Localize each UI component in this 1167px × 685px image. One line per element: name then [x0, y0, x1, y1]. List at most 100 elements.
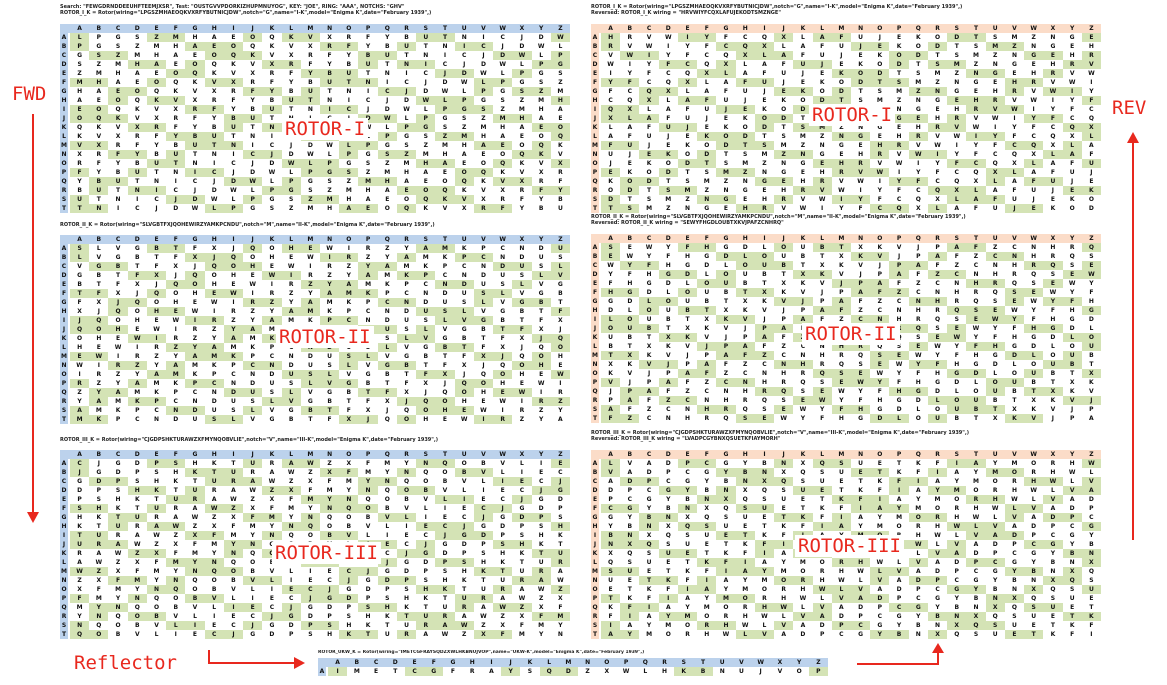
grid-cell: Q [204, 262, 224, 271]
grid-cell: A [812, 612, 832, 621]
grid-cell: K [915, 34, 921, 41]
grid-cell: A [735, 567, 755, 576]
grid-cell: N [204, 558, 224, 567]
grid-cell: R [889, 141, 909, 150]
grid-cell: P [146, 397, 167, 406]
grid-cell: M [300, 307, 320, 316]
grid-cell: P [916, 253, 921, 260]
grid-cell: K [646, 160, 652, 167]
grid-cell: J [155, 205, 158, 212]
grid-cell: L [735, 630, 755, 639]
grid-cell: I [878, 178, 881, 185]
grid-cell: O [134, 308, 140, 315]
grid-cell: E [442, 514, 448, 521]
grid-cell: E [858, 142, 863, 149]
grid-cell: M [288, 505, 295, 512]
grid-cell: H [761, 379, 767, 386]
grid-header-cell: U [719, 659, 725, 666]
grid-cell: P [916, 586, 921, 593]
grid-cell: Y [973, 469, 979, 476]
grid-cell: S [973, 43, 979, 50]
fwd-rotor-ii-header: ROTOR_II_K = Rotor(wiring="SLVGBTFXJQOHE… [60, 222, 435, 228]
grid-cell: B [146, 244, 167, 253]
grid-cell: W [934, 142, 941, 149]
grid-cell: L [1089, 325, 1094, 332]
grid-cell: X [1043, 576, 1063, 585]
grid-cell: C [243, 361, 263, 370]
grid-cell: V [774, 621, 794, 630]
grid-cell: S [793, 123, 813, 132]
grid-cell: L [800, 604, 805, 611]
grid-cell: W [287, 469, 295, 476]
grid-cell: J [851, 42, 871, 51]
grid-cell: L [519, 460, 524, 467]
grid-cell: J [647, 142, 651, 149]
grid-cell: P [620, 387, 640, 396]
grid-cell: L [423, 106, 428, 113]
grid-cell: W [876, 370, 884, 377]
grid-row-label: P [60, 594, 68, 603]
grid-cell: F [935, 169, 940, 176]
grid-cell: R [250, 79, 255, 86]
grid-cell: H [935, 523, 941, 530]
grid-cell: R [819, 568, 825, 575]
grid-cell: A [134, 532, 140, 539]
grid-cell: Y [858, 523, 863, 530]
grid-cell: L [781, 43, 786, 50]
grid-row-label: L [60, 558, 68, 567]
grid-cell: Z [77, 70, 82, 77]
grid-cell: A [627, 124, 633, 131]
grid-cell: W [493, 603, 513, 612]
grid-cell: T [404, 52, 409, 59]
grid-cell: K [896, 43, 902, 50]
grid-cell: V [908, 558, 928, 567]
grid-cell: B [538, 205, 544, 212]
grid-cell: T [423, 604, 428, 611]
grid-cell: D [512, 513, 532, 522]
grid-cell: W [947, 522, 967, 531]
grid-cell: S [365, 160, 371, 167]
grid-cell: A [185, 352, 205, 361]
grid-cell: K [115, 407, 121, 414]
grid-cell: U [781, 496, 787, 503]
grid-cell: R [416, 621, 436, 630]
grid-cell: C [839, 631, 844, 638]
grid-cell: W [914, 352, 922, 359]
grid-cell: Q [416, 397, 436, 406]
grid-cell: N [723, 388, 729, 395]
grid-cell: N [223, 141, 244, 150]
grid-row-label: A [591, 459, 599, 468]
grid-cell: F [1012, 187, 1017, 194]
grid-cell: M [646, 631, 653, 638]
grid-cell: E [250, 272, 255, 279]
grid-cell: O [915, 415, 921, 422]
grid-cell: S [1024, 603, 1044, 612]
grid-cell: E [677, 549, 698, 558]
grid-cell: T [973, 415, 979, 422]
grid-cell: Z [127, 549, 147, 558]
grid-cell: I [658, 594, 678, 603]
grid-header-cell: F [173, 25, 178, 32]
grid-cell: V [665, 352, 671, 359]
grid-cell: M [166, 558, 186, 567]
grid-header-cell: E [154, 451, 159, 458]
grid-header-cell: B [96, 236, 102, 243]
grid-cell: X [685, 325, 690, 332]
grid-cell: J [1090, 169, 1093, 176]
grid-cell: G [512, 298, 532, 307]
grid-cell: V [762, 307, 767, 314]
grid-cell: K [223, 352, 244, 361]
grid-cell: Z [704, 187, 709, 194]
grid-cell: S [800, 388, 806, 395]
grid-cell: J [396, 549, 417, 558]
grid-cell: V [346, 371, 352, 378]
grid-cell: O [89, 105, 109, 114]
grid-cell: J [435, 531, 455, 540]
grid-cell: S [538, 263, 544, 270]
grid-cell: I [966, 132, 986, 141]
grid-cell: Q [1088, 115, 1094, 122]
